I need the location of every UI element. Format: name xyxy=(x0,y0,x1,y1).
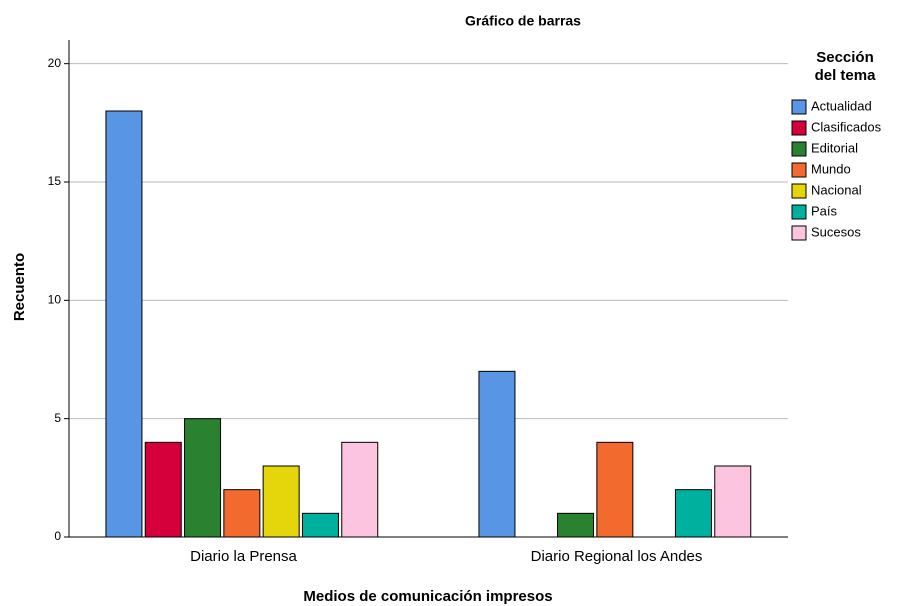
bar xyxy=(105,110,143,538)
legend-title: Sección xyxy=(816,49,874,66)
x-axis-label: Medios de comunicación impresos xyxy=(303,588,552,605)
legend-swatch xyxy=(791,99,807,115)
legend-swatch xyxy=(791,162,807,178)
legend-swatch xyxy=(791,183,807,199)
legend-label: Mundo xyxy=(811,161,851,176)
y-tick-label: 15 xyxy=(48,174,62,188)
legend-swatch xyxy=(791,141,807,157)
x-tick-label: Diario Regional los Andes xyxy=(531,548,703,565)
legend-swatch xyxy=(791,120,807,136)
y-tick-label: 5 xyxy=(54,411,61,425)
bar xyxy=(341,441,379,538)
bar xyxy=(262,465,300,538)
bar xyxy=(223,489,261,538)
legend-title: del tema xyxy=(815,67,877,84)
bar xyxy=(674,489,712,538)
y-axis-label: Recuento xyxy=(11,253,28,321)
bar xyxy=(184,418,222,538)
bar xyxy=(144,441,182,538)
bar xyxy=(714,465,752,538)
bar xyxy=(557,512,595,538)
legend-label: País xyxy=(811,203,838,218)
y-tick-label: 10 xyxy=(48,293,62,307)
legend-swatch xyxy=(791,204,807,220)
x-tick-label: Diario la Prensa xyxy=(190,548,297,565)
chart-title: Gráfico de barras xyxy=(465,13,581,29)
bar xyxy=(596,441,634,538)
y-tick-label: 20 xyxy=(48,56,62,70)
y-tick-label: 0 xyxy=(54,529,61,543)
bar xyxy=(301,512,339,538)
legend-swatch xyxy=(791,225,807,241)
legend-label: Sucesos xyxy=(811,224,861,239)
legend-label: Nacional xyxy=(811,182,862,197)
legend-label: Editorial xyxy=(811,140,858,155)
legend-label: Clasificados xyxy=(811,119,882,134)
legend-label: Actualidad xyxy=(811,98,872,113)
bar xyxy=(478,370,516,538)
